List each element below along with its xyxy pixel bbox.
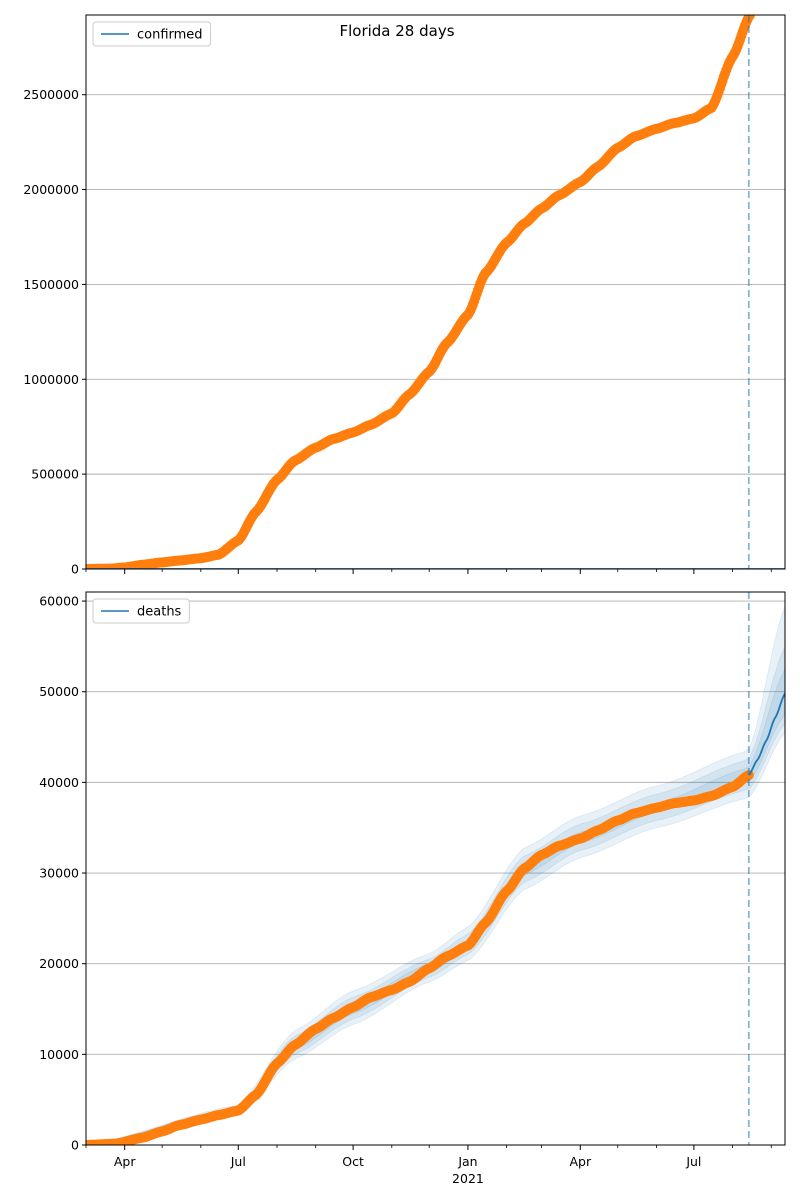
deaths-observed-points <box>86 770 754 1145</box>
y-tick-label: 40000 <box>39 775 79 790</box>
deaths-x-axis-ticks: Apr Jul Oct Jan Apr Jul 2021 <box>85 1145 772 1186</box>
y-tick-label: 500000 <box>31 467 79 482</box>
confirmed-y-axis-ticks: 0 500000 1000000 1500000 2000000 2500000 <box>23 87 86 577</box>
y-tick-label: 50000 <box>39 684 79 699</box>
x-year-label: 2021 <box>452 1171 484 1186</box>
deaths-legend-box <box>92 598 190 624</box>
deaths-legend: deaths <box>92 598 190 624</box>
figure-title: Florida 28 days <box>339 22 454 40</box>
y-tick-label: 2000000 <box>23 182 79 197</box>
y-tick-label: 60000 <box>39 594 79 609</box>
y-tick-label: 1000000 <box>23 372 79 387</box>
x-tick-label: Oct <box>342 1154 364 1169</box>
y-tick-label: 2500000 <box>23 87 79 102</box>
x-tick-label: Jul <box>230 1154 246 1169</box>
y-tick-label: 10000 <box>39 1047 79 1062</box>
deaths-legend-label: deaths <box>137 605 182 620</box>
x-tick-label: Apr <box>569 1154 591 1169</box>
deaths-model-line <box>748 692 785 776</box>
deaths-axes-frame <box>85 591 786 1146</box>
y-tick-label: 0 <box>71 562 79 577</box>
y-tick-label: 1500000 <box>23 277 79 292</box>
x-tick-label: Apr <box>114 1154 136 1169</box>
confirmed-axes-frame <box>85 14 786 570</box>
confirmed-legend: confirmed <box>92 21 212 47</box>
uncertainty-band-middle <box>86 646 785 1145</box>
y-tick-label: 20000 <box>39 956 79 971</box>
y-tick-label: 0 <box>71 1138 79 1153</box>
model-line <box>748 692 785 776</box>
deaths-y-axis-ticks: 0 10000 20000 30000 40000 50000 60000 <box>39 594 86 1153</box>
observed-point <box>745 15 755 20</box>
deaths-panel: 0 10000 20000 30000 40000 50000 60000 Apr Jul Oc… <box>39 591 786 1186</box>
uncertainty-band-outer <box>86 605 785 1145</box>
y-tick-label: 30000 <box>39 866 79 881</box>
confirmed-legend-label: confirmed <box>137 28 203 43</box>
confirmed-grid <box>86 94 785 475</box>
x-tick-label: Jul <box>685 1154 701 1169</box>
x-tick-label: Jan <box>457 1154 477 1169</box>
deaths-grid <box>86 600 785 1055</box>
confirmed-legend-box <box>92 21 212 47</box>
confirmed-panel: 0 500000 1000000 1500000 2000000 2500000 conf… <box>23 14 786 577</box>
confirmed-observed-points <box>86 15 755 569</box>
